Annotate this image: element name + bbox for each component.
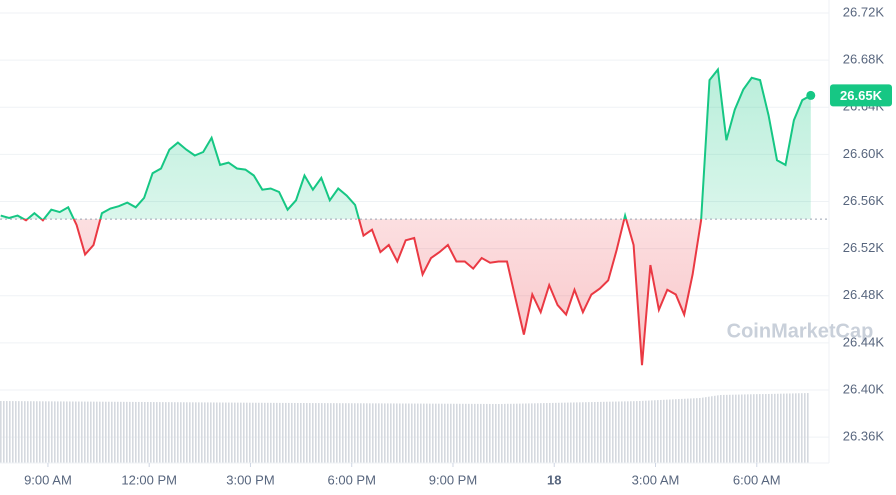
last-point [806, 90, 816, 100]
price-line-down [21, 219, 703, 366]
y-tick-label: 26.56K [843, 193, 885, 208]
axes: 26.36K 26.40K 26.44K 26.48K 26.52K 26.56K 26.6… [24, 4, 892, 487]
grid [0, 12, 829, 438]
area-up [0, 69, 811, 220]
x-tick-label: 3:00 PM [226, 472, 274, 487]
y-tick-label: 26.48K [843, 287, 885, 302]
y-tick-label: 26.72K [843, 4, 885, 19]
price-tag-label: 26.65K [840, 88, 883, 103]
y-tick-label: 26.68K [843, 52, 885, 67]
y-tick-label: 26.44K [843, 334, 885, 349]
x-tick-label: 18 [547, 472, 561, 487]
x-tick-label: 3:00 AM [632, 472, 680, 487]
x-tick-label: 6:00 AM [733, 472, 781, 487]
y-tick-label: 26.60K [843, 146, 885, 161]
price-tag [830, 84, 892, 107]
area-down [0, 219, 811, 366]
x-tick-label: 12:00 PM [121, 472, 177, 487]
volume-bars [0, 393, 810, 463]
y-tick-label: 26.40K [843, 381, 885, 396]
price-line-up [0, 66, 812, 220]
y-tick-label: 26.52K [843, 240, 885, 255]
watermark: CoinMarketCap [727, 320, 874, 342]
plot [0, 66, 829, 366]
x-tick-label: 6:00 PM [328, 472, 376, 487]
x-tick-label: 9:00 PM [429, 472, 477, 487]
x-tick-label: 9:00 AM [24, 472, 72, 487]
y-tick-label: 26.36K [843, 429, 885, 444]
